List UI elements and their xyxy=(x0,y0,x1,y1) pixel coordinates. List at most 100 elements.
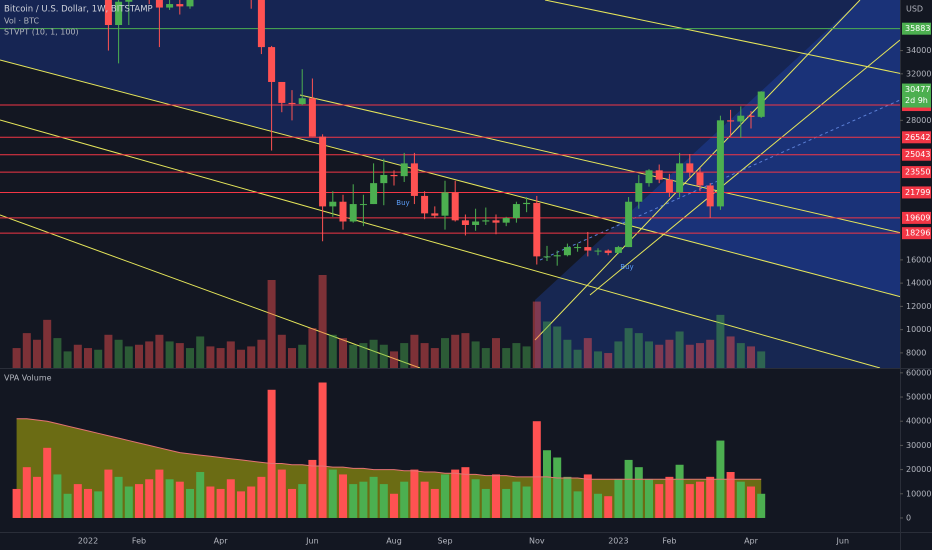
vpa-bar xyxy=(410,469,419,518)
candle-body xyxy=(298,98,306,105)
y-tick-label: 10000 xyxy=(906,325,931,334)
candle-body xyxy=(472,221,480,225)
volume-bar xyxy=(390,351,398,368)
price-pane: Buy Buy xyxy=(0,0,900,368)
candle-body xyxy=(655,170,663,180)
candle-body xyxy=(461,220,469,225)
vpa-bar xyxy=(706,476,715,518)
vpa-bar xyxy=(328,469,337,518)
vpa-bar xyxy=(573,491,582,518)
vpa-bar xyxy=(726,472,735,518)
candle-body xyxy=(614,247,622,253)
candle-body xyxy=(125,0,133,2)
volume-bar xyxy=(298,344,307,368)
y-tick-label: 32000 xyxy=(906,69,931,78)
x-tick-label: Feb xyxy=(132,537,146,546)
volume-bar xyxy=(512,343,521,368)
vpa-bar xyxy=(135,484,143,518)
candle-body xyxy=(380,174,388,184)
vpa-bar xyxy=(288,488,296,518)
vpa-bar xyxy=(543,450,551,518)
candle-body xyxy=(278,81,286,103)
volume-bar xyxy=(716,314,725,368)
candle-body xyxy=(431,213,439,216)
volume-bar xyxy=(288,348,296,368)
candle-body xyxy=(492,220,500,223)
candle-body xyxy=(604,250,612,253)
vpa-bar xyxy=(522,486,531,518)
candle-body xyxy=(104,0,112,25)
candle-body xyxy=(737,115,745,122)
volume-bar xyxy=(94,349,103,368)
axis-unit: USD xyxy=(906,5,923,14)
candle-body xyxy=(268,47,276,82)
vpa-bar xyxy=(675,464,684,518)
volume-bar xyxy=(339,338,347,368)
candle-body xyxy=(676,163,684,193)
vpa-bar xyxy=(461,467,470,518)
volume-bar xyxy=(430,348,439,368)
vpa-bar xyxy=(481,488,490,518)
vpa-bar xyxy=(685,484,694,518)
volume-bar xyxy=(665,339,674,368)
volume-bar xyxy=(135,344,143,368)
candle-body xyxy=(523,202,531,205)
vpa-bar xyxy=(155,469,164,518)
vpa-bar xyxy=(267,389,276,518)
vpa-bar xyxy=(369,476,378,518)
level-label: 19609 xyxy=(905,213,930,222)
volume-bar xyxy=(471,341,480,368)
vpa-bar xyxy=(175,481,184,518)
volume-bar xyxy=(726,336,735,368)
level-label-box xyxy=(902,22,931,35)
vpa-bar xyxy=(114,476,123,518)
x-tick-label: Jun xyxy=(836,537,850,546)
candle-body xyxy=(502,218,510,223)
volume-bar xyxy=(155,334,164,368)
volume-bar xyxy=(502,348,511,368)
level-label-box xyxy=(902,227,931,240)
vpa-bar xyxy=(104,469,113,518)
volume-bar xyxy=(145,341,154,368)
axes: 8000 10000 12000 14000 16000 28000 32000 34000 0… xyxy=(78,22,931,546)
vpa-bar xyxy=(390,493,398,518)
x-tick-label: 2022 xyxy=(78,537,98,546)
volume-bar xyxy=(257,339,266,368)
volume-bar xyxy=(747,346,755,368)
last-price-box xyxy=(902,83,931,108)
volume-bar xyxy=(328,334,337,368)
vpa-bar xyxy=(277,469,286,518)
trend-line xyxy=(589,39,900,296)
y-tick-label: 8000 xyxy=(906,348,926,357)
vpa-bar xyxy=(124,486,133,518)
volume-bar xyxy=(104,334,113,368)
volume-bar xyxy=(461,333,470,368)
vpa-bar xyxy=(63,493,72,518)
candle-body xyxy=(288,102,296,105)
volume-bar xyxy=(63,351,72,368)
vpa-bar xyxy=(247,486,256,518)
vpa-bar xyxy=(471,479,480,518)
candle-body xyxy=(574,247,582,249)
candle-body xyxy=(319,136,327,207)
candle-body xyxy=(441,192,449,216)
candle-body xyxy=(400,163,408,177)
level-label: 26542 xyxy=(905,133,930,142)
vpa-bar xyxy=(583,474,592,518)
candle-body xyxy=(155,0,163,8)
candle-body xyxy=(553,255,561,257)
volume-bar xyxy=(624,328,633,368)
x-tick-label: Apr xyxy=(214,537,229,546)
volume-bar xyxy=(277,334,286,368)
volume-bar xyxy=(655,344,664,368)
x-tick-label: Jun xyxy=(305,537,319,546)
vpa-bar xyxy=(430,488,439,518)
candle-body xyxy=(706,185,714,207)
vpa-bar xyxy=(226,479,235,518)
volume-bar xyxy=(594,351,602,368)
signal-label: Buy xyxy=(396,199,409,207)
vpa-bar xyxy=(33,476,41,518)
vpa-bar xyxy=(655,484,664,518)
candle-body xyxy=(421,195,429,214)
